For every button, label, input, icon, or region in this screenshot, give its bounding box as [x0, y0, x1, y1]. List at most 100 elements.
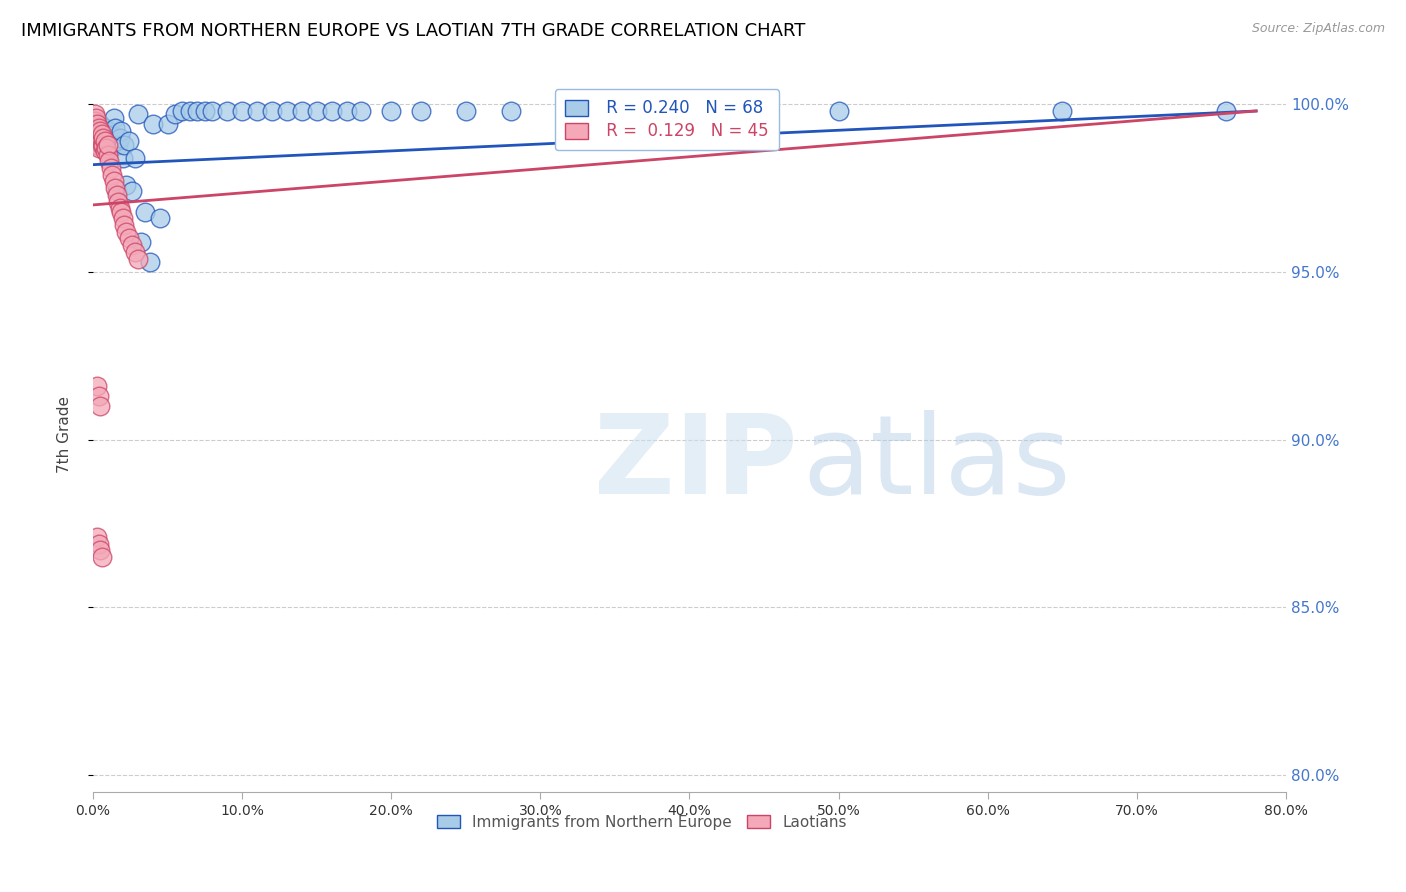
Point	[94, 134, 117, 148]
Point	[127, 107, 149, 121]
Point	[110, 124, 132, 138]
Point	[86, 530, 108, 544]
Point	[149, 211, 172, 226]
Point	[110, 204, 132, 219]
Point	[179, 103, 201, 118]
Point	[94, 145, 117, 159]
Point	[100, 161, 122, 175]
Point	[124, 151, 146, 165]
Point	[142, 117, 165, 131]
Point	[91, 120, 114, 135]
Point	[231, 103, 253, 118]
Point	[827, 103, 849, 118]
Text: ZIP: ZIP	[595, 409, 797, 516]
Point	[114, 225, 136, 239]
Point	[124, 244, 146, 259]
Point	[409, 103, 432, 118]
Point	[108, 131, 131, 145]
Point	[86, 137, 108, 152]
Point	[84, 114, 107, 128]
Point	[91, 137, 114, 152]
Point	[86, 137, 108, 152]
Point	[87, 120, 110, 135]
Text: IMMIGRANTS FROM NORTHERN EUROPE VS LAOTIAN 7TH GRADE CORRELATION CHART: IMMIGRANTS FROM NORTHERN EUROPE VS LAOTI…	[21, 22, 806, 40]
Point	[96, 141, 118, 155]
Point	[350, 103, 373, 118]
Point	[134, 204, 156, 219]
Point	[87, 117, 110, 131]
Point	[97, 147, 120, 161]
Point	[111, 211, 134, 226]
Point	[112, 137, 135, 152]
Point	[87, 389, 110, 403]
Point	[156, 117, 179, 131]
Point	[98, 154, 121, 169]
Point	[104, 120, 127, 135]
Point	[335, 103, 357, 118]
Point	[105, 185, 128, 199]
Point	[118, 134, 141, 148]
Point	[89, 124, 111, 138]
Point	[104, 131, 127, 145]
Point	[138, 255, 160, 269]
Point	[87, 141, 110, 155]
Point	[276, 103, 298, 118]
Point	[454, 103, 477, 118]
Point	[121, 238, 143, 252]
Point	[114, 178, 136, 192]
Point	[194, 103, 217, 118]
Point	[94, 120, 117, 135]
Point	[321, 103, 343, 118]
Point	[111, 151, 134, 165]
Point	[89, 543, 111, 558]
Legend: Immigrants from Northern Europe, Laotians: Immigrants from Northern Europe, Laotian…	[432, 810, 851, 834]
Point	[648, 103, 671, 118]
Point	[83, 114, 105, 128]
Point	[118, 231, 141, 245]
Point	[97, 134, 120, 148]
Point	[101, 168, 124, 182]
Point	[105, 187, 128, 202]
Point	[89, 131, 111, 145]
Point	[97, 137, 120, 152]
Point	[98, 134, 121, 148]
Point	[112, 218, 135, 232]
Point	[121, 185, 143, 199]
Point	[89, 399, 111, 413]
Point	[201, 103, 224, 118]
Point	[104, 181, 127, 195]
Point	[84, 124, 107, 138]
Point	[86, 379, 108, 393]
Point	[93, 124, 115, 138]
Point	[84, 111, 107, 125]
Point	[86, 124, 108, 138]
Point	[186, 103, 208, 118]
Point	[89, 128, 111, 142]
Point	[89, 137, 111, 152]
Point	[96, 124, 118, 138]
Point	[86, 117, 108, 131]
Point	[380, 103, 402, 118]
Point	[86, 124, 108, 138]
Point	[93, 137, 115, 152]
Point	[107, 137, 129, 152]
Point	[163, 107, 186, 121]
Point	[96, 131, 118, 145]
Point	[127, 252, 149, 266]
Point	[103, 111, 125, 125]
Point	[94, 131, 117, 145]
Point	[560, 103, 582, 118]
Point	[260, 103, 283, 118]
Point	[499, 103, 522, 118]
Point	[103, 174, 125, 188]
Point	[84, 131, 107, 145]
Text: Source: ZipAtlas.com: Source: ZipAtlas.com	[1251, 22, 1385, 36]
Point	[83, 131, 105, 145]
Point	[100, 141, 122, 155]
Point	[108, 201, 131, 215]
Point	[217, 103, 239, 118]
Point	[87, 128, 110, 142]
Point	[107, 194, 129, 209]
Point	[91, 550, 114, 565]
Point	[91, 128, 114, 142]
